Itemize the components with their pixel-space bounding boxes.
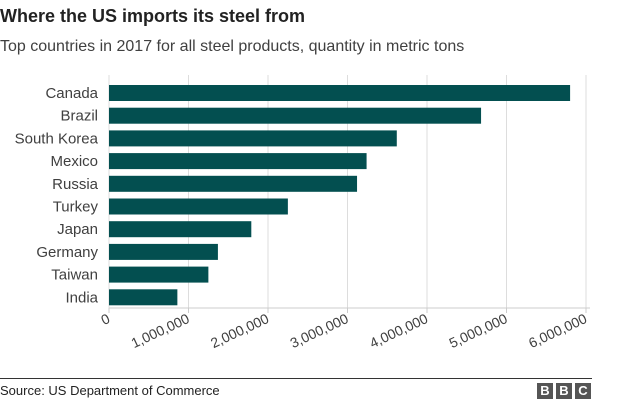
category-label: India xyxy=(65,289,98,306)
source-note: Source: US Department of Commerce xyxy=(0,383,220,398)
bar xyxy=(109,107,482,124)
bar xyxy=(109,221,252,238)
bar xyxy=(109,266,209,283)
bar xyxy=(109,130,397,147)
x-tick-label: 0 xyxy=(98,310,112,328)
logo-letter: B xyxy=(537,383,553,399)
category-label: Taiwan xyxy=(51,267,98,284)
logo-letter: B xyxy=(556,383,572,399)
x-tick-label: 1,000,000 xyxy=(129,310,192,351)
bar xyxy=(109,85,571,101)
category-label: Mexico xyxy=(50,153,98,170)
bar xyxy=(109,289,178,306)
footer-divider xyxy=(0,378,592,379)
x-tick-label: 6,000,000 xyxy=(526,310,589,351)
category-label: Turkey xyxy=(53,199,99,216)
logo-letter: C xyxy=(575,383,591,399)
category-label: Brazil xyxy=(60,108,98,125)
bar xyxy=(109,153,367,170)
x-tick-label: 5,000,000 xyxy=(447,310,510,351)
category-label: Japan xyxy=(57,221,98,238)
bar xyxy=(109,243,218,260)
x-tick-label: 3,000,000 xyxy=(288,310,351,351)
bar xyxy=(109,175,358,192)
x-tick-label: 2,000,000 xyxy=(208,310,271,351)
category-label: South Korea xyxy=(15,130,99,147)
category-label: Germany xyxy=(36,244,98,261)
category-label: Canada xyxy=(45,85,98,102)
bbc-logo: B B C xyxy=(537,383,591,399)
x-tick-label: 4,000,000 xyxy=(367,310,430,351)
chart-subtitle: Top countries in 2017 for all steel prod… xyxy=(0,38,465,55)
chart-title: Where the US imports its steel from xyxy=(0,6,306,26)
bar xyxy=(109,198,288,215)
category-label: Russia xyxy=(52,176,99,193)
